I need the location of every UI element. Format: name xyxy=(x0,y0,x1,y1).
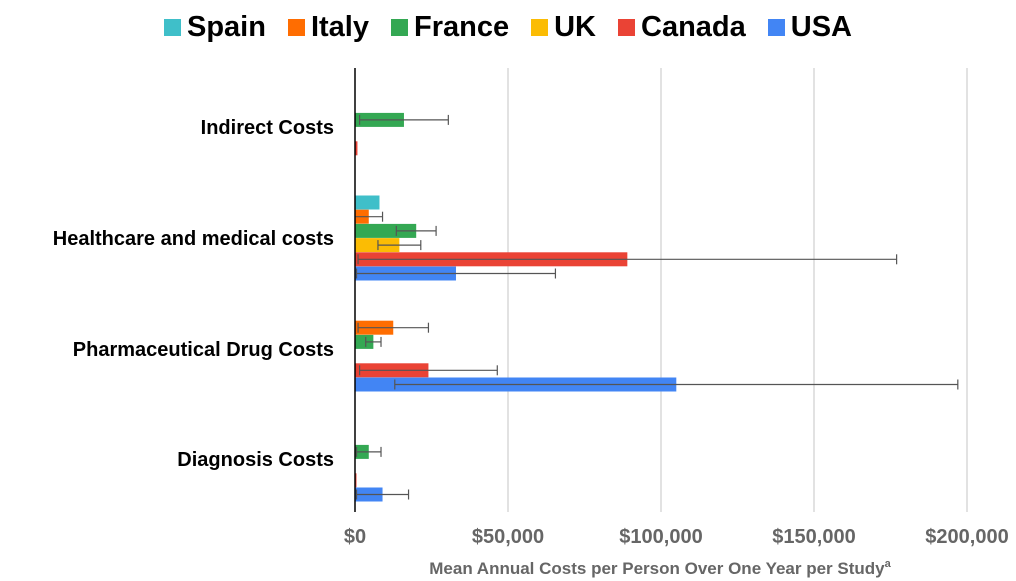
bar-france-healthcare-and-medical-costs xyxy=(355,223,417,238)
error-bar-france-pharmaceutical-drug-costs xyxy=(365,336,382,347)
legend-label: Italy xyxy=(310,10,369,43)
error-bar-canada-healthcare-and-medical-costs xyxy=(357,254,898,265)
category-label-pharmaceutical-drug-costs: Pharmaceutical Drug Costs xyxy=(73,339,334,361)
x-tick-label: $50,000 xyxy=(472,526,544,548)
legend-swatch xyxy=(391,18,408,36)
legend-swatch xyxy=(164,18,181,36)
legend-label: France xyxy=(414,10,510,43)
legend-item-uk: UK xyxy=(531,11,596,44)
x-tick-label: $150,000 xyxy=(772,526,855,548)
error-bar-usa-healthcare-and-medical-costs xyxy=(355,268,557,279)
category-label-healthcare-and-medical-costs: Healthcare and medical costs xyxy=(53,228,334,250)
bar-group xyxy=(355,112,677,502)
legend-item-france: France xyxy=(391,11,509,44)
legend-item-italy: Italy xyxy=(287,10,369,44)
legend-item-canada: Canada xyxy=(618,11,746,44)
error-bar-uk-healthcare-and-medical-costs xyxy=(377,240,422,251)
bar-uk-healthcare-and-medical-costs xyxy=(355,238,400,253)
bar-canada-indirect-costs xyxy=(355,141,358,156)
legend-swatch xyxy=(767,18,785,36)
legend-label: UK xyxy=(554,10,596,43)
error-bar-france-diagnosis-costs xyxy=(355,446,382,457)
legend-swatch xyxy=(287,18,305,36)
legend-label: Spain xyxy=(187,10,266,43)
error-bar-france-indirect-costs xyxy=(358,114,449,125)
error-bar-france-healthcare-and-medical-costs xyxy=(395,225,437,236)
x-tick-labels: $0 $50,000 $100,000 $150,000 $200,000 xyxy=(344,526,1009,548)
legend: Spain Italy France UK Canada USA xyxy=(0,6,1016,48)
error-bar-usa-diagnosis-costs xyxy=(355,489,410,500)
x-axis-title: Mean Annual Costs per Person Over One Ye… xyxy=(429,558,891,578)
legend-label: Canada xyxy=(641,10,746,43)
error-bar-italy-pharmaceutical-drug-costs xyxy=(357,322,430,333)
error-bar-italy-healthcare-and-medical-costs xyxy=(355,211,384,222)
error-bar-canada-pharmaceutical-drug-costs xyxy=(358,365,498,376)
legend-item-usa: USA xyxy=(767,10,852,44)
error-bar-group xyxy=(355,114,959,500)
legend-label: USA xyxy=(790,10,852,43)
error-bar-usa-pharmaceutical-drug-costs xyxy=(394,379,959,390)
gridlines xyxy=(507,68,968,512)
legend-swatch xyxy=(531,18,549,36)
x-tick-label: $0 xyxy=(344,526,366,548)
x-tick-label: $200,000 xyxy=(925,526,1008,548)
legend-swatch xyxy=(618,18,635,36)
bar-spain-healthcare-and-medical-costs xyxy=(355,195,380,210)
legend-item-spain: Spain xyxy=(164,11,266,44)
bar-france-pharmaceutical-drug-costs xyxy=(355,334,374,349)
x-tick-label: $100,000 xyxy=(619,526,702,548)
category-labels: Indirect Costs Healthcare and medical cos… xyxy=(53,117,334,471)
category-label-indirect-costs: Indirect Costs xyxy=(201,117,334,139)
category-label-diagnosis-costs: Diagnosis Costs xyxy=(177,449,334,471)
